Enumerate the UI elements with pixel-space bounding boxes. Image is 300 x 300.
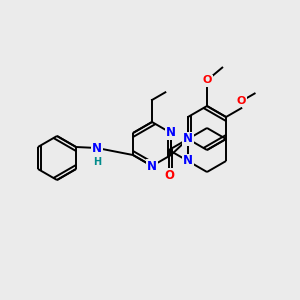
- Text: N: N: [183, 154, 193, 167]
- Text: O: O: [202, 75, 212, 85]
- Text: N: N: [166, 127, 176, 140]
- Text: H: H: [93, 157, 101, 167]
- Text: N: N: [92, 142, 102, 154]
- Text: O: O: [237, 96, 246, 106]
- Text: N: N: [183, 133, 193, 146]
- Text: O: O: [164, 169, 174, 182]
- Text: N: N: [147, 160, 157, 172]
